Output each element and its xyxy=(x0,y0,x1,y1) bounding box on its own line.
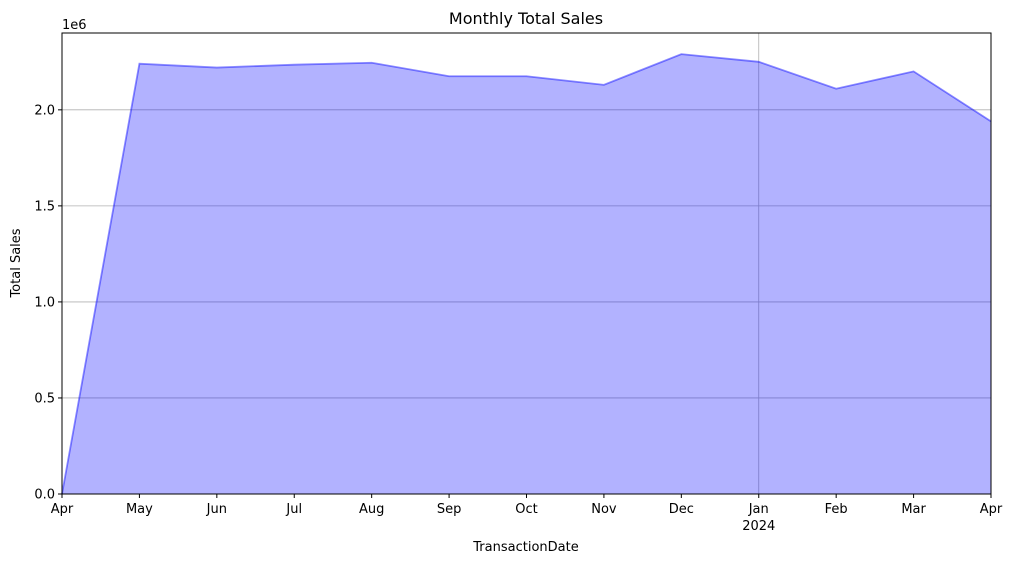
y-tick-label: 1.5 xyxy=(34,199,55,214)
x-tick-label: Jan xyxy=(748,502,769,517)
area-fill xyxy=(62,54,991,494)
y-axis-ticks: 0.0 0.5 1.0 1.5 2.0 xyxy=(34,103,62,502)
x-tick-label: May xyxy=(126,502,153,517)
x-tick-label: Dec xyxy=(669,502,694,517)
x-tick-label: Apr xyxy=(51,502,74,517)
y-offset-label: 1e6 xyxy=(62,18,87,33)
x-tick-label: Apr xyxy=(980,502,1003,517)
x-axis-ticks: Apr May Jun Jul Aug Sep Oct Nov Dec Jan 2024 Feb Mar… xyxy=(51,494,1003,534)
x-tick-label: Mar xyxy=(901,502,926,517)
x-axis-label: TransactionDate xyxy=(472,540,578,555)
y-axis-label: Total Sales xyxy=(9,228,24,298)
x-tick-label: Jul xyxy=(285,502,302,517)
area-layer xyxy=(62,54,991,494)
x-tick-label: Sep xyxy=(437,502,462,517)
y-tick-label: 0.5 xyxy=(34,391,55,406)
y-tick-label: 1.0 xyxy=(34,295,55,310)
x-tick-label: Aug xyxy=(359,502,384,517)
x-tick-label: Jun xyxy=(206,502,227,517)
x-tick-label: Feb xyxy=(825,502,848,517)
x-tick-label: Nov xyxy=(591,502,617,517)
y-tick-label: 0.0 xyxy=(34,488,55,503)
x-tick-label: Oct xyxy=(515,502,537,517)
x-tick-sublabel: 2024 xyxy=(742,519,775,534)
y-tick-label: 2.0 xyxy=(34,103,55,118)
chart-title: Monthly Total Sales xyxy=(449,9,603,28)
